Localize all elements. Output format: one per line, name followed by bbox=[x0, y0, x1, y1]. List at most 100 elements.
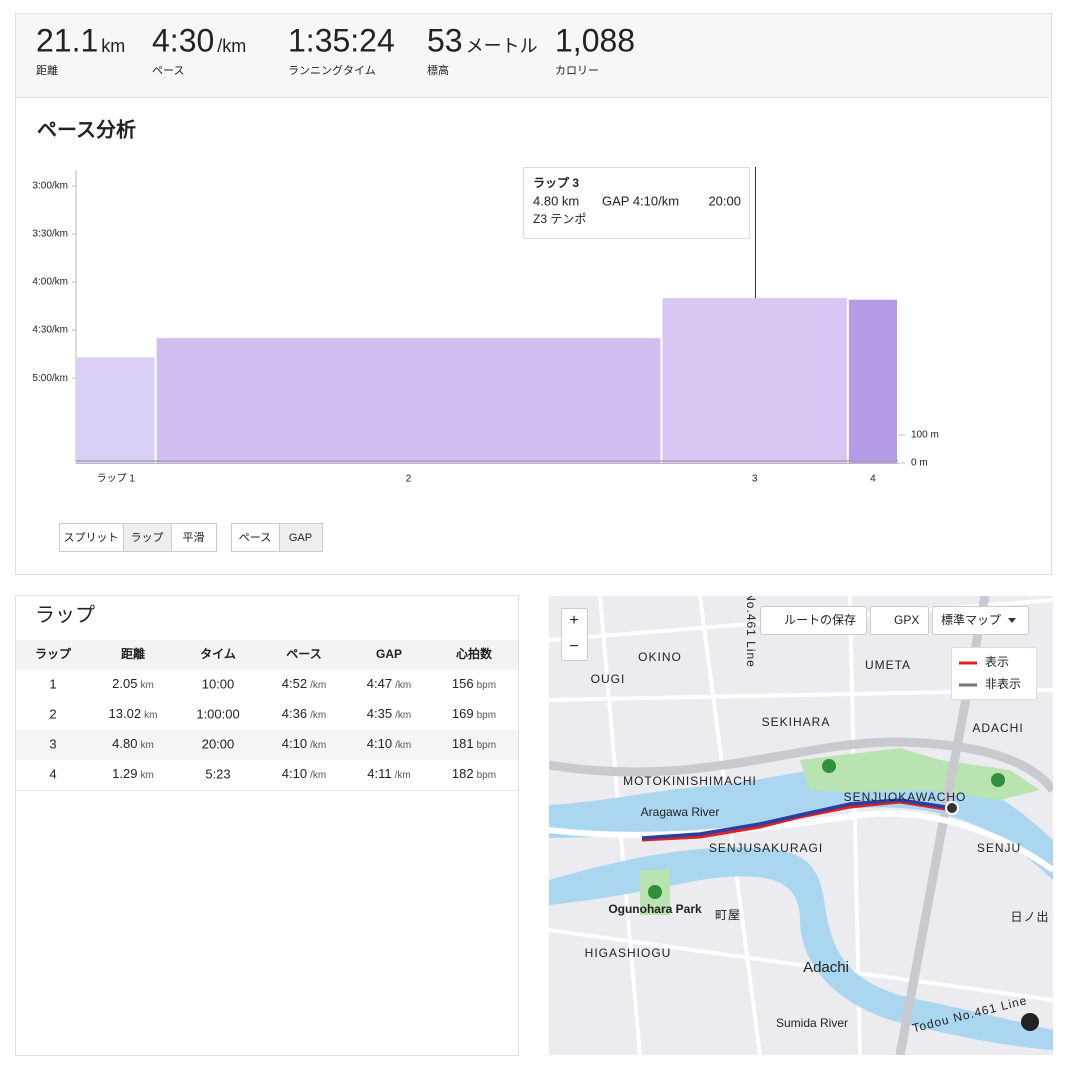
table-cell: 182 bpm bbox=[452, 766, 496, 781]
cell-unit: bpm bbox=[477, 770, 496, 781]
map-label: Ogunohara Park bbox=[608, 902, 702, 916]
toggle-label[interactable]: スプリット bbox=[64, 531, 119, 544]
map-label: No.461 Line bbox=[744, 592, 758, 668]
table-row bbox=[16, 760, 518, 790]
map-label: HIGASHIOGU bbox=[585, 946, 672, 960]
toggle-label[interactable]: ラップ bbox=[131, 531, 164, 544]
map-button[interactable] bbox=[870, 606, 929, 635]
zoom-out[interactable]: − bbox=[569, 638, 578, 655]
cell-value: 2.05 bbox=[112, 676, 137, 691]
table-cell: 5:23 bbox=[205, 766, 230, 781]
cell-value: 4:47 bbox=[367, 676, 392, 691]
table-cell: 1 bbox=[49, 676, 56, 691]
map-label: SENJU bbox=[977, 841, 1021, 855]
table-cell: 4:10/km bbox=[282, 766, 326, 781]
toggle-button[interactable] bbox=[123, 523, 172, 552]
cell-unit: bpm bbox=[477, 680, 496, 691]
finish-marker bbox=[945, 801, 959, 815]
info-button[interactable] bbox=[1021, 1013, 1039, 1031]
table-row bbox=[16, 700, 518, 730]
cell-value: 182 bbox=[452, 766, 474, 781]
table-header: GAP bbox=[376, 647, 402, 661]
map-button[interactable] bbox=[760, 606, 867, 635]
cell-unit: /km bbox=[395, 770, 411, 781]
bar bbox=[662, 298, 847, 463]
cell-value: 4:10 bbox=[367, 736, 392, 751]
table-cell: 3 bbox=[49, 736, 56, 751]
stat-unit: メートル bbox=[466, 36, 538, 56]
map-button-label[interactable]: ルートの保存 bbox=[784, 613, 856, 627]
stat-label: ペース bbox=[152, 65, 184, 77]
map-label: Adachi bbox=[803, 959, 849, 976]
dropdown-arrow bbox=[1008, 618, 1016, 623]
map-label: Sumida River bbox=[776, 1016, 848, 1030]
map-label: MOTOKINISHIMACHI bbox=[623, 774, 757, 788]
y-tick-label: 4:00/km bbox=[32, 277, 68, 288]
zoom-in[interactable]: + bbox=[569, 612, 578, 629]
laps-title: ラップ bbox=[35, 604, 95, 626]
cell-unit: /km bbox=[395, 680, 411, 691]
park-icon bbox=[822, 759, 836, 773]
toggle-button[interactable] bbox=[279, 523, 323, 552]
stat-label: カロリー bbox=[555, 64, 599, 77]
cell-unit: /km bbox=[395, 710, 411, 721]
expressway bbox=[549, 737, 1053, 793]
toggle-button[interactable] bbox=[59, 523, 124, 552]
table-cell: 4:11/km bbox=[367, 766, 410, 781]
x-tick-label: 3 bbox=[752, 474, 758, 485]
toggle-label[interactable]: GAP bbox=[289, 532, 312, 544]
stat-value: 21.1 bbox=[36, 22, 98, 58]
table-cell: 10:00 bbox=[202, 676, 235, 691]
cell-value: 4:35 bbox=[367, 706, 392, 721]
map-label: 日ノ出 bbox=[1010, 910, 1049, 924]
table-cell: 20:00 bbox=[202, 736, 235, 751]
legend-label[interactable]: 表示 bbox=[985, 655, 1009, 669]
cell-value: 4:11 bbox=[367, 766, 391, 781]
table-header: ペース bbox=[286, 647, 321, 661]
route bbox=[641, 798, 953, 840]
cell-value: 156 bbox=[452, 676, 474, 691]
stat-unit: km bbox=[101, 36, 125, 56]
stat-label: 距離 bbox=[36, 63, 58, 77]
legend-label[interactable]: 非表示 bbox=[985, 677, 1021, 691]
cell-unit: /km bbox=[310, 710, 326, 721]
cell-value: 13.02 bbox=[109, 706, 142, 721]
stat-value: 1:35:24 bbox=[288, 22, 395, 58]
main-road bbox=[549, 810, 1053, 873]
map-label: Aragawa River bbox=[641, 805, 720, 819]
park-icon bbox=[648, 885, 662, 899]
tooltip-zone: Z3 テンポ bbox=[533, 212, 586, 226]
laps-header-bg bbox=[16, 640, 518, 670]
cell-unit: km bbox=[144, 710, 157, 721]
stat-value: 1,088 bbox=[555, 22, 635, 58]
toggle-label[interactable]: 平滑 bbox=[183, 531, 205, 544]
cell-value: 4:36 bbox=[282, 706, 307, 721]
table-cell: 1.29 km bbox=[112, 766, 154, 781]
map-label: SENJUOKAWACHO bbox=[844, 790, 967, 804]
cell-unit: km bbox=[140, 680, 153, 691]
stats-panel bbox=[15, 13, 1052, 98]
toggle-button[interactable] bbox=[171, 523, 217, 552]
river bbox=[549, 847, 1053, 1050]
tooltip-gap: GAP 4:10/km bbox=[602, 193, 679, 208]
y2-tick-label: 0 m bbox=[911, 458, 928, 469]
bar bbox=[156, 338, 661, 463]
y2-tick-label: 100 m bbox=[911, 430, 939, 441]
map-label: SENJUSAKURAGI bbox=[709, 841, 823, 855]
map-button-label[interactable]: 標準マップ bbox=[941, 612, 1001, 627]
table-cell: 4.80 km bbox=[112, 736, 154, 751]
cell-value: 169 bbox=[452, 706, 474, 721]
map-button-label[interactable]: GPX bbox=[894, 613, 919, 627]
map[interactable]: OKINO UMETA OUGI SEKIHARA ADACHI MOTOKINISHIM… bbox=[549, 592, 1053, 1055]
cell-unit: /km bbox=[310, 680, 326, 691]
table-cell: 156 bpm bbox=[452, 676, 496, 691]
cell-unit: /km bbox=[395, 740, 411, 751]
map-button[interactable] bbox=[932, 606, 1029, 635]
map-label: 町屋 bbox=[715, 908, 741, 922]
map-label: OKINO bbox=[638, 650, 682, 664]
toggle-label[interactable]: ペース bbox=[239, 532, 271, 544]
map-label: SEKIHARA bbox=[762, 715, 831, 729]
bar bbox=[77, 357, 155, 463]
table-cell: 181 bpm bbox=[452, 736, 496, 751]
